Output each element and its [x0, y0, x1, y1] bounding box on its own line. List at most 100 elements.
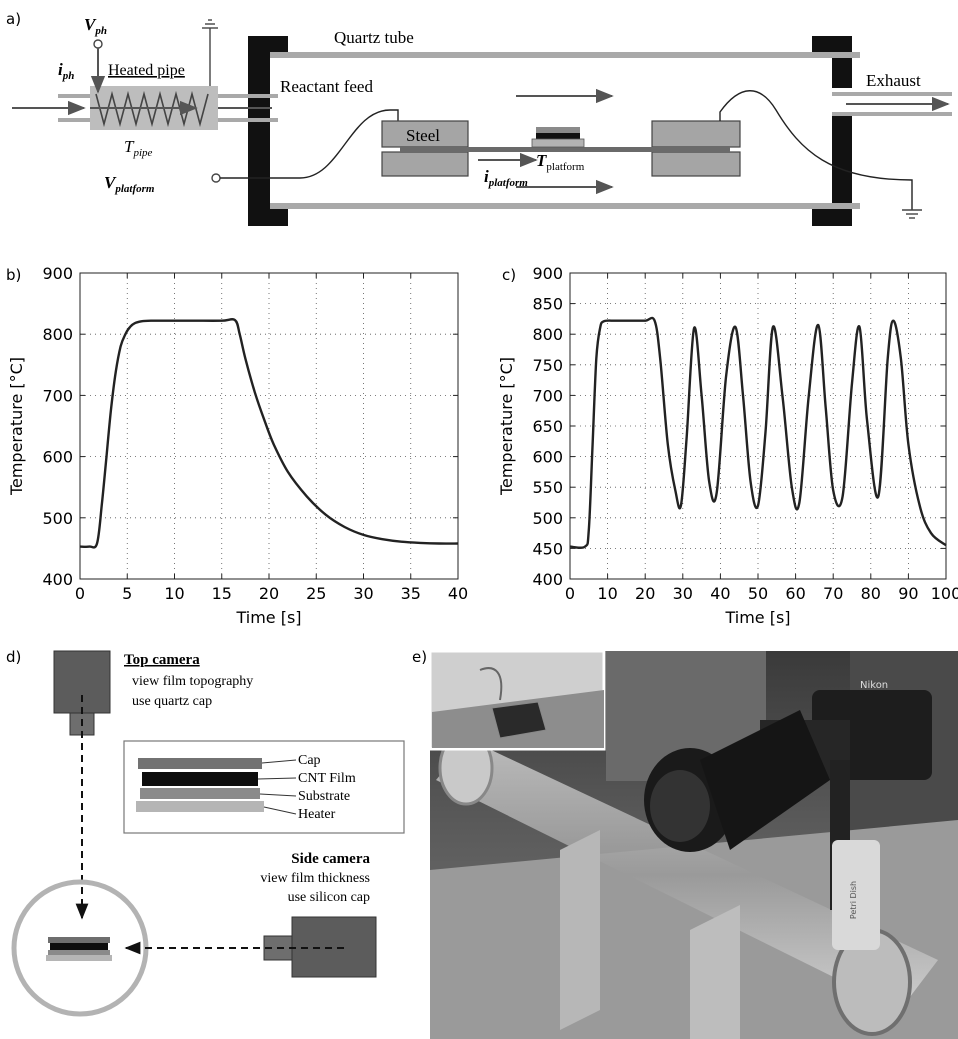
- chart-b-temperature-line: [79, 318, 459, 549]
- legend-substrate-swatch: [140, 788, 260, 799]
- chart-b-ytick-label: 400: [42, 570, 73, 589]
- panel-label-e: e): [412, 648, 427, 666]
- photo-bottle-label: Petri Dish: [849, 881, 858, 919]
- chart-b-ytick-label: 600: [42, 448, 73, 467]
- chamber-wall-right-upper: [832, 36, 852, 88]
- chamber-wall-left: [248, 36, 270, 226]
- chart-c-xtick-label: 40: [710, 584, 730, 603]
- chart-c-xtick-label: 10: [597, 584, 617, 603]
- legend-leader-heater: [263, 806, 297, 815]
- chart-c-ytick-label: 600: [532, 448, 563, 467]
- t-pipe-label: Tpipe: [124, 137, 153, 159]
- top-camera-line2: use quartz cap: [132, 694, 212, 709]
- steel-block-right-top: [651, 120, 741, 148]
- quartz-tube-top: [270, 52, 860, 58]
- chart-c-xtick-label: 90: [898, 584, 918, 603]
- i-platform-label: iplatform: [484, 167, 528, 189]
- photo-bottle: [832, 840, 880, 950]
- chart-c-ytick-label: 500: [532, 509, 563, 528]
- chart-b-ytick-label: 700: [42, 386, 73, 405]
- chart-c-ytick-label: 400: [532, 570, 563, 589]
- photo-lens-barrel: [700, 710, 830, 850]
- panel-label-b: b): [6, 266, 21, 284]
- platform-film: [536, 133, 580, 139]
- chamber-wall-right-lower: [832, 116, 852, 226]
- platform-ground-wire: [719, 90, 913, 210]
- chart-c: c) 0 10 20 30 40 50 60 70 80 90 100 400 450 500 550 600…: [497, 264, 958, 627]
- legend-leader-film: [257, 777, 297, 780]
- chart-c-ytick-label: 800: [532, 325, 563, 344]
- chart-c-xtick-label: 70: [823, 584, 843, 603]
- chamber-wall-left-top: [248, 36, 288, 56]
- chart-c-ytick-label: 550: [532, 478, 563, 497]
- chart-b-xtick-label: 35: [401, 584, 421, 603]
- platform-heater-strip: [400, 147, 730, 152]
- legend-cap-swatch: [138, 758, 262, 769]
- top-camera-body: [53, 650, 111, 714]
- legend-heater-swatch: [136, 801, 264, 812]
- chart-c-xlabel: Time [s]: [724, 608, 790, 627]
- legend-leader-substrate: [259, 793, 297, 797]
- chart-c-ylabel: Temperature [°C]: [497, 357, 516, 496]
- heated-pipe-label: Heated pipe: [108, 62, 185, 79]
- legend-heater-label: Heater: [298, 807, 336, 822]
- chart-b-ytick-label: 900: [42, 264, 73, 283]
- photo-glass-tube: [436, 740, 938, 1010]
- chart-c-xtick-label: 0: [565, 584, 575, 603]
- chart-c-ytick-label: 450: [532, 539, 563, 558]
- reactant-feed-label: Reactant feed: [280, 77, 373, 96]
- quartz-tube-bottom: [270, 203, 860, 209]
- chart-b-xtick-label: 30: [353, 584, 373, 603]
- exhaust-label: Exhaust: [866, 71, 921, 90]
- chart-c-ytick-label: 750: [532, 356, 563, 375]
- photo-inset-tweezer: [479, 667, 503, 701]
- panel-d-camera-schematic: d) Top camera view film topography use q…: [6, 648, 405, 1017]
- chart-c-temperature-line: [569, 316, 947, 549]
- photo-inset-sample: [491, 701, 547, 739]
- panel-e-photo: e) Nikon Petri Dish: [412, 648, 958, 1039]
- steel-block-left-top: [381, 120, 469, 148]
- chart-c-xtick-label: 30: [673, 584, 693, 603]
- side-camera-line2: use silicon cap: [288, 890, 370, 905]
- photo-lens-glass: [650, 770, 710, 842]
- sample-substrate: [48, 950, 110, 955]
- platform-substrate: [531, 138, 585, 148]
- sample-cap: [48, 937, 110, 943]
- chart-b-xlabel: Time [s]: [235, 608, 301, 627]
- v-ph-terminal: [93, 39, 103, 49]
- i-ph-label: iph: [58, 60, 74, 82]
- chart-b-ytick-label: 500: [42, 509, 73, 528]
- chart-b-xtick-label: 10: [164, 584, 184, 603]
- t-platform-label: Tplatform: [536, 151, 585, 173]
- chart-b-xtick-label: 20: [259, 584, 279, 603]
- chamber-wall-left-bottom: [248, 206, 288, 226]
- steel-label: Steel: [406, 126, 440, 145]
- legend-leader-cap: [261, 759, 297, 764]
- chart-b-ylabel: Temperature [°C]: [7, 357, 26, 496]
- exhaust-pipe-bottom: [832, 112, 952, 116]
- chart-b-xtick-label: 0: [75, 584, 85, 603]
- side-camera-line1: view film thickness: [260, 871, 370, 886]
- chart-c-xtick-label: 20: [635, 584, 655, 603]
- legend-film-label: CNT Film: [298, 771, 356, 786]
- chart-b: b) 0 5 10 15 20 25 30 35 40 400 500 600 700 800 900 Tim…: [6, 264, 468, 627]
- side-camera-label: Side camera: [291, 851, 370, 867]
- steel-block-left-bottom: [381, 151, 469, 177]
- platform-cap: [536, 127, 580, 133]
- panel-label-a: a): [6, 10, 21, 28]
- chart-c-xtick-label: 60: [785, 584, 805, 603]
- layer-legend-box: [123, 740, 405, 834]
- v-platform-terminal: [211, 173, 221, 183]
- chart-c-ytick-label: 700: [532, 386, 563, 405]
- legend-substrate-label: Substrate: [298, 789, 350, 804]
- photo-brand-label: Nikon: [860, 680, 888, 691]
- chart-b-xtick-label: 5: [122, 584, 132, 603]
- steel-block-right-bottom: [651, 151, 741, 177]
- exhaust-pipe-top: [832, 92, 952, 96]
- chart-b-xtick-label: 25: [306, 584, 326, 603]
- top-camera-line1: view film topography: [132, 674, 253, 689]
- legend-cap-label: Cap: [298, 753, 321, 768]
- photo-support-left: [560, 830, 600, 1030]
- photo-support-right: [690, 905, 740, 1039]
